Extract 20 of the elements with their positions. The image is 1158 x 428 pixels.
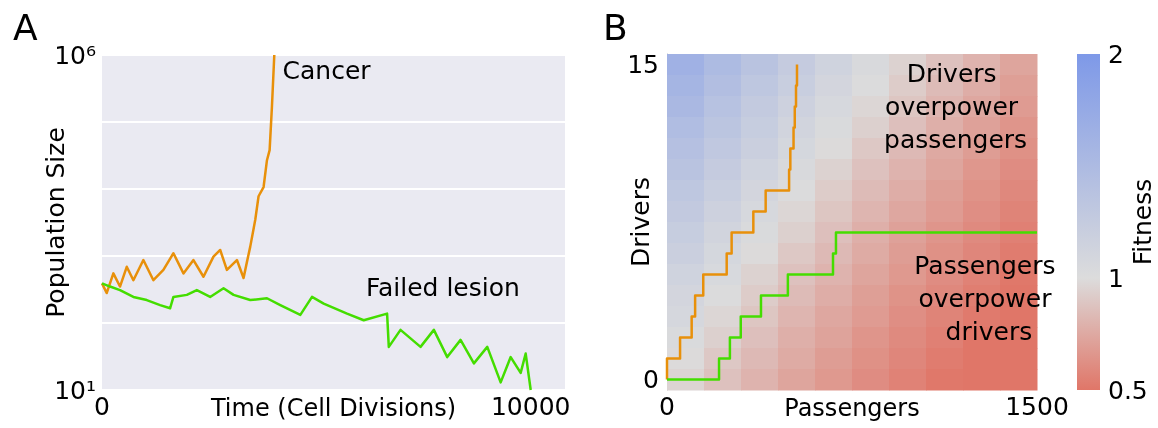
y-tick-label: 10¹ [54,375,96,405]
text: overpower passengers [884,92,1028,155]
y-axis-title: Drivers [906,59,1005,89]
text: Passengers [784,394,920,422]
y-axis-title: Population Size [41,127,70,318]
x-tick-label: 1500 [1005,392,1069,421]
text: Drivers [626,177,655,267]
color-bar-title: Fitness [1128,178,1157,266]
x-tick-label: 10000 [490,392,571,421]
series-label: Failed lesion [365,273,520,303]
chart-title: B [603,6,628,48]
chart-title: A [13,6,38,48]
line-series [100,53,276,295]
y-tick-label: 10⁶ [54,40,96,70]
y-tick-label: 15 [627,50,659,79]
color-bar-label: 2 [1108,39,1124,69]
color-bar-label: 1 [1108,263,1124,293]
series-label: Cancer [282,55,372,85]
color-bar-label: 0.5 [1108,375,1148,405]
x-axis-title: Time (Cell Divisions) [209,394,457,422]
